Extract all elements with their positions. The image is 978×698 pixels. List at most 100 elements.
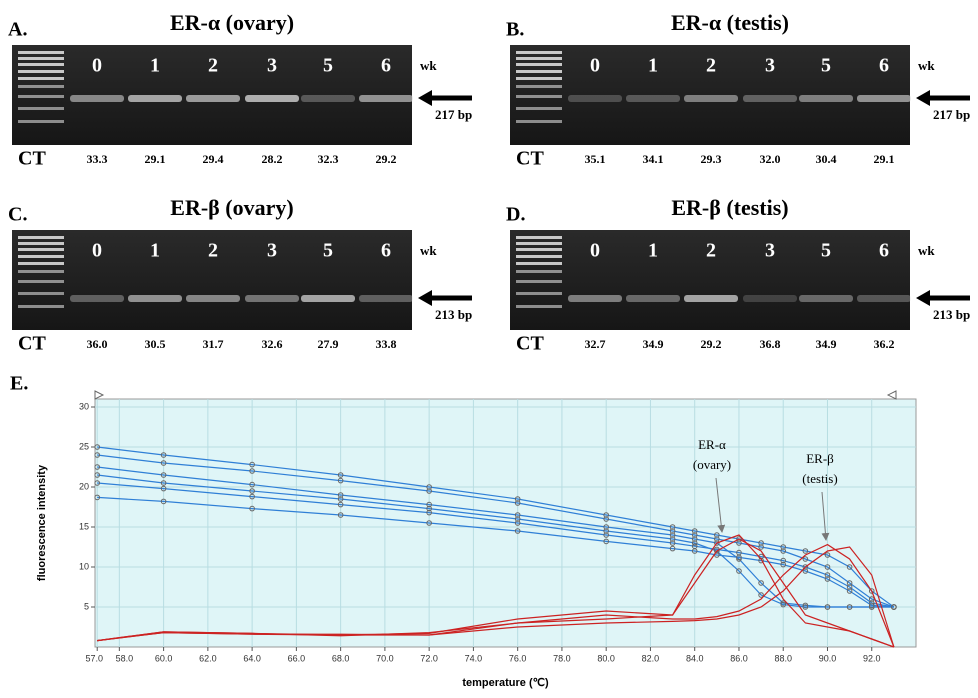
data-point: [514, 520, 521, 526]
gel-band: [743, 95, 797, 102]
data-point: [802, 548, 809, 554]
y-tick-label: 5: [84, 601, 89, 611]
ct-value: 28.2: [262, 152, 283, 166]
annotation-arrow: [821, 491, 830, 541]
ladder-band: [18, 95, 64, 98]
gel: [12, 230, 412, 330]
melt-curve: [97, 543, 895, 648]
data-point: [714, 532, 720, 538]
data-point: [691, 532, 698, 538]
data-point: [603, 528, 609, 534]
data-point: [603, 512, 609, 518]
ladder-band: [516, 255, 562, 258]
ladder-band: [516, 248, 562, 251]
ct-value: 36.2: [874, 337, 895, 351]
gel-band: [128, 95, 182, 102]
data-point: [758, 592, 764, 598]
ct-label: CT: [18, 148, 46, 170]
ct-value: 36.8: [760, 337, 781, 351]
data-point: [160, 485, 167, 492]
data-point: [94, 464, 101, 470]
ladder-band: [18, 120, 64, 123]
ladder-band: [18, 305, 64, 308]
data-point: [669, 540, 676, 546]
data-point: [846, 604, 853, 610]
data-point: [824, 552, 831, 558]
x-tick-label: 86.0: [730, 653, 748, 663]
ct-value: 31.7: [203, 337, 224, 351]
lane-label: 2: [208, 240, 218, 262]
lane-label: 3: [267, 55, 277, 77]
ladder-band: [516, 120, 562, 123]
unit-label: wk: [918, 243, 935, 258]
ladder-band: [18, 270, 64, 273]
lane-label: 3: [765, 55, 775, 77]
band-size: 217 bp: [435, 107, 472, 122]
x-tick-label: 90.0: [819, 653, 837, 663]
panel-title: ER-α (testis): [671, 10, 789, 35]
panel-title: ER-α (ovary): [170, 10, 294, 35]
data-point: [514, 516, 521, 522]
x-tick-label: 92.0: [863, 653, 881, 663]
gel-band: [568, 295, 622, 302]
gel-band: [186, 95, 240, 102]
data-point: [691, 548, 698, 554]
lane-label: 0: [92, 55, 102, 77]
data-point: [824, 564, 831, 570]
data-point: [846, 588, 853, 594]
data-point: [249, 488, 255, 494]
annotation: (testis): [802, 471, 837, 486]
panel-label: C.: [8, 204, 27, 226]
data-point: [160, 480, 167, 486]
data-point: [249, 505, 255, 512]
data-point: [758, 580, 764, 586]
data-point: [802, 568, 809, 574]
data-point: [94, 444, 101, 450]
ladder-band: [516, 95, 562, 98]
panel-label: D.: [506, 204, 525, 226]
lane-label: 0: [590, 55, 600, 77]
x-tick-label: 82.0: [642, 653, 660, 663]
data-point: [846, 580, 853, 586]
gel-band: [359, 95, 413, 102]
lane-label: 6: [381, 55, 391, 77]
range-marker: [886, 390, 897, 400]
lane-label: 2: [706, 55, 716, 77]
x-axis-label: temperature (℃): [462, 677, 549, 689]
ladder-band: [516, 262, 562, 265]
melt-curve: [97, 482, 895, 608]
data-point: [514, 496, 521, 502]
gel-band: [70, 295, 124, 302]
ct-value: 29.2: [376, 152, 397, 166]
data-point: [714, 540, 720, 546]
gel-band: [857, 95, 911, 102]
data-point: [94, 472, 101, 478]
data-point: [691, 528, 698, 534]
data-point: [868, 602, 875, 609]
ct-label: CT: [516, 148, 544, 170]
gel-band: [186, 295, 240, 302]
data-point: [249, 468, 255, 474]
annotation: ER-β: [806, 451, 834, 466]
ct-value: 32.6: [262, 337, 283, 351]
ct-value: 34.9: [643, 337, 664, 351]
gel-band: [743, 295, 797, 302]
ct-value: 29.3: [701, 152, 722, 166]
gel-band: [684, 95, 738, 102]
x-tick-label: 80.0: [597, 653, 615, 663]
ladder-band: [18, 57, 64, 60]
lane-label: 2: [208, 55, 218, 77]
lane-label: 2: [706, 240, 716, 262]
ct-value: 33.8: [376, 337, 397, 351]
lane-label: 6: [879, 240, 889, 262]
data-point: [802, 602, 809, 609]
y-tick-label: 30: [79, 401, 89, 411]
plot-area: [94, 398, 917, 648]
ct-value: 30.4: [816, 152, 837, 166]
data-point: [802, 556, 809, 562]
data-point: [669, 536, 676, 542]
ct-value: 32.0: [760, 152, 781, 166]
data-point: [736, 540, 742, 546]
data-point: [736, 556, 742, 562]
